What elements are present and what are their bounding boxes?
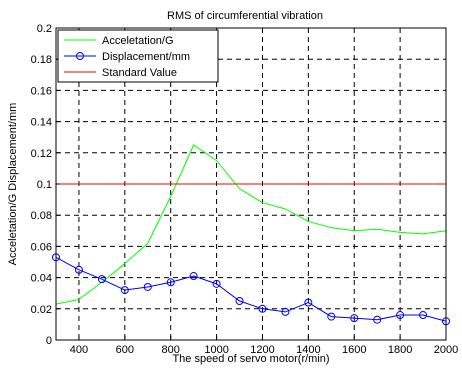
- data-point-displacement-mm: [281, 307, 290, 316]
- data-point-displacement-mm: [327, 312, 336, 321]
- data-point-displacement-mm: [350, 314, 359, 323]
- x-tick-label: 800: [162, 344, 180, 356]
- legend: Acceletation/G Displacement/mm Standard Va…: [57, 29, 219, 83]
- y-tick-label: 0.14: [31, 117, 52, 129]
- x-tick-label: 1000: [204, 344, 228, 356]
- y-tick-label: 0.18: [31, 54, 52, 66]
- x-tick-label: 600: [116, 344, 134, 356]
- data-point-displacement-mm: [97, 275, 106, 284]
- legend-label-standard-value: Standard Value: [102, 67, 177, 79]
- data-point-displacement-mm: [235, 297, 244, 305]
- data-point-displacement-mm: [74, 265, 83, 274]
- axis-ticks: 400 600 800 1000 1200 1400 1600 1800 2000 0 0.02 0.…: [31, 23, 459, 356]
- y-axis-label: Acceletation/G Displacement/mm: [7, 103, 19, 266]
- y-tick-label: 0.06: [31, 241, 52, 253]
- legend-label-displacement-mm: Displacement/mm: [102, 51, 190, 63]
- data-point-displacement-mm: [120, 286, 129, 295]
- data-point-displacement-mm: [143, 282, 152, 291]
- legend-label-acceletation-g: Acceletation/G: [102, 35, 174, 47]
- data-point-displacement-mm: [373, 315, 382, 324]
- series-line-displacement-mm: [55, 256, 447, 322]
- x-tick-label: 1200: [250, 344, 274, 356]
- y-tick-label: 0.1: [37, 179, 52, 191]
- y-tick-label: 0.12: [31, 148, 52, 160]
- x-tick-label: 1600: [342, 344, 366, 356]
- y-tick-label: 0.2: [37, 23, 52, 35]
- x-tick-label: 1400: [296, 344, 320, 356]
- series-layer: [52, 144, 450, 326]
- data-point-displacement-mm: [166, 278, 175, 287]
- y-tick-label: 0.16: [31, 85, 52, 97]
- series-line-acceletation-g: [55, 144, 447, 305]
- y-tick-label: 0.04: [31, 273, 52, 285]
- data-point-displacement-mm: [189, 272, 198, 281]
- x-axis-label: The speed of servo motor(r/min): [172, 353, 329, 365]
- data-point-displacement-mm: [212, 279, 221, 288]
- x-tick-label: 2000: [434, 344, 458, 356]
- data-point-displacement-mm: [396, 311, 405, 320]
- chart-title: RMS of circumferential vibration: [167, 10, 323, 22]
- x-tick-label: 400: [70, 344, 88, 356]
- y-tick-label: 0: [46, 335, 52, 347]
- data-point-displacement-mm: [419, 311, 428, 320]
- y-tick-label: 0.08: [31, 210, 52, 222]
- data-point-displacement-mm: [258, 304, 267, 313]
- legend-marker-displacement-mm: [76, 52, 84, 60]
- y-tick-label: 0.02: [31, 304, 52, 316]
- x-tick-label: 1800: [388, 344, 412, 356]
- data-point-displacement-mm: [304, 298, 313, 307]
